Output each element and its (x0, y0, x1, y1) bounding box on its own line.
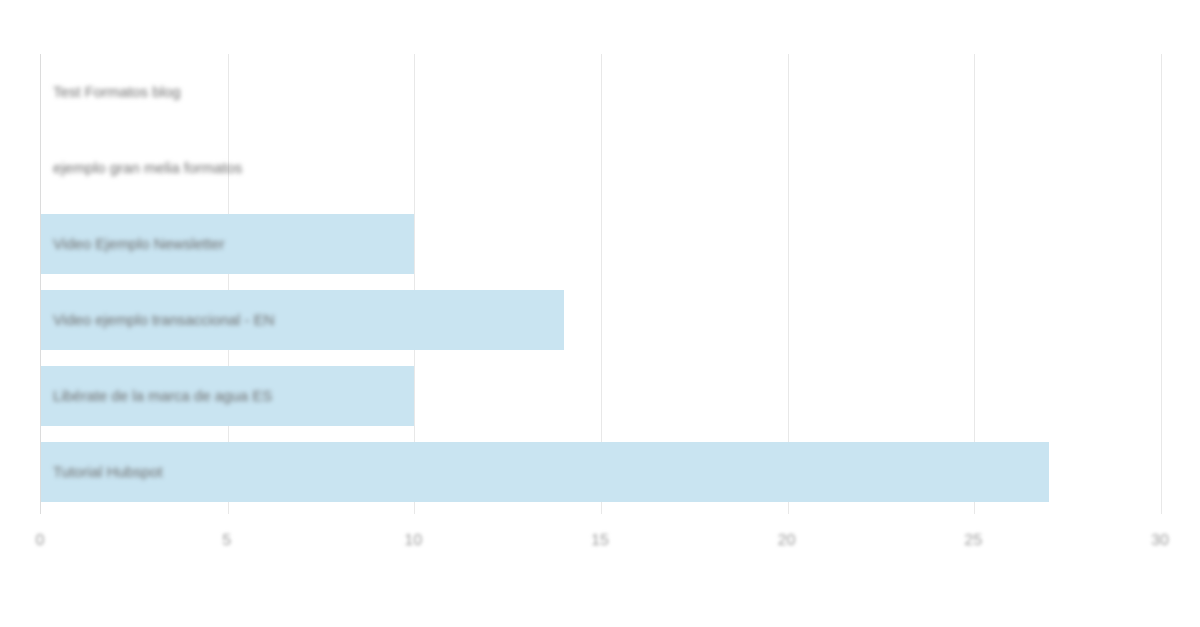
x-tick-label: 15 (591, 532, 609, 550)
bar-row: Tutorial Hubspot (41, 442, 1160, 502)
bar-label: ejemplo gran melia formatos (53, 160, 242, 177)
bar-row: Libérate de la marca de agua ES (41, 366, 1160, 426)
bar-label: Video ejemplo transaccional - EN (53, 312, 275, 329)
bar-label: Test Formatos blog (53, 84, 181, 101)
bar-row: Test Formatos blog (41, 62, 1160, 122)
x-tick-label: 10 (404, 532, 422, 550)
x-tick-label: 0 (36, 532, 45, 550)
x-tick-label: 20 (778, 532, 796, 550)
x-tick-label: 30 (1151, 532, 1169, 550)
bar-label: Video Ejemplo Newsletter (53, 236, 224, 253)
x-tick-label: 5 (222, 532, 231, 550)
x-tick-label: 25 (964, 532, 982, 550)
bar-label: Tutorial Hubspot (53, 464, 163, 481)
bar (41, 442, 1049, 502)
plot-area: Test Formatos blog ejemplo gran melia for… (40, 54, 1160, 514)
bar-row: Video ejemplo transaccional - EN (41, 290, 1160, 350)
gridline (1161, 54, 1162, 514)
bar-row: ejemplo gran melia formatos (41, 138, 1160, 198)
horizontal-bar-chart: Test Formatos blog ejemplo gran melia for… (40, 54, 1160, 554)
x-axis: 051015202530 (40, 514, 1160, 554)
bar-label: Libérate de la marca de agua ES (53, 388, 272, 405)
bar-row: Video Ejemplo Newsletter (41, 214, 1160, 274)
